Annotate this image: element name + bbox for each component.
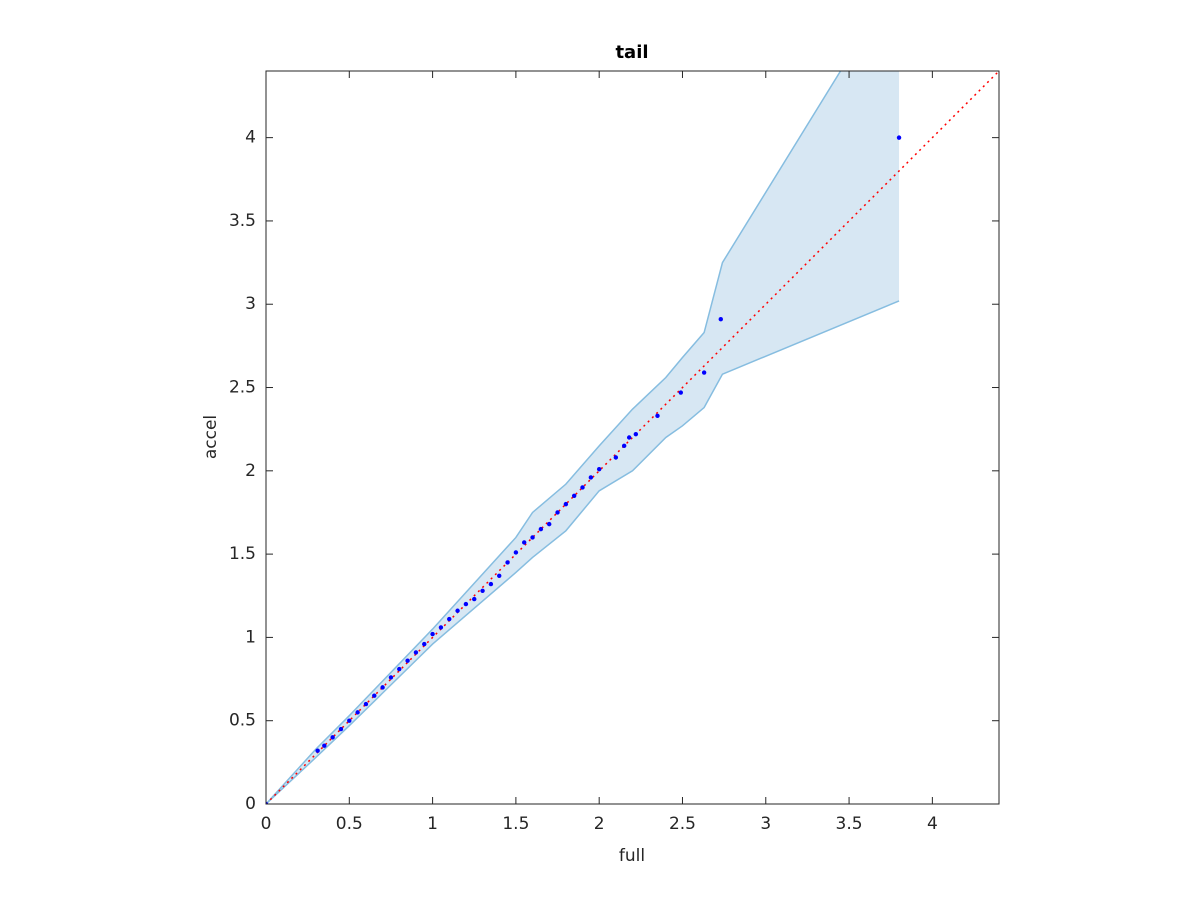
x-tick-label: 3: [760, 814, 771, 834]
data-point: [266, 801, 269, 804]
y-tick-label: 1: [245, 627, 256, 647]
data-point: [678, 390, 684, 395]
data-point: [372, 693, 377, 698]
data-point: [633, 431, 639, 437]
data-point: [538, 526, 544, 532]
data-point: [596, 466, 602, 472]
data-point: [338, 726, 344, 732]
x-tick-label: 2.5: [669, 814, 696, 834]
data-point: [563, 501, 569, 507]
data-point: [718, 317, 723, 322]
data-point: [701, 370, 707, 375]
data-point: [571, 493, 577, 499]
y-tick-label: 3: [245, 294, 256, 314]
data-point: [626, 435, 632, 440]
data-point: [430, 631, 435, 637]
y-tick-label: 0: [245, 794, 256, 814]
x-tick-label: 1.5: [502, 814, 529, 834]
data-point: [472, 596, 477, 602]
data-point: [488, 581, 494, 587]
data-point: [588, 475, 594, 480]
data-point: [513, 550, 519, 555]
data-point: [505, 560, 510, 565]
data-point: [347, 718, 352, 723]
data-point: [380, 685, 385, 690]
x-tick-label: 2: [594, 814, 605, 834]
x-tick-label: 4: [927, 814, 938, 834]
y-axis-label: accel: [201, 415, 221, 459]
data-point: [322, 743, 327, 748]
data-point: [455, 608, 460, 613]
data-point: [522, 540, 527, 545]
x-tick-label: 0: [261, 814, 272, 834]
band-lower-edge: [266, 300, 900, 804]
y-tick-label: 3.5: [229, 211, 256, 231]
y-tick-label: 0.5: [229, 711, 256, 731]
data-point: [480, 588, 485, 593]
band-upper-edge: [266, 71, 842, 804]
x-tick-label: 0.5: [336, 814, 363, 834]
data-point: [447, 616, 452, 622]
data-point: [355, 710, 360, 715]
data-point: [463, 601, 469, 607]
data-point: [621, 443, 627, 449]
data-point: [315, 748, 320, 753]
x-tick-label: 3.5: [836, 814, 863, 834]
data-point: [438, 625, 444, 630]
data-point: [413, 650, 419, 655]
data-point: [330, 735, 335, 740]
data-point: [547, 521, 552, 527]
data-point: [405, 658, 410, 663]
y-tick-label: 1.5: [229, 544, 256, 564]
data-point: [422, 641, 427, 647]
y-tick-label: 2.5: [229, 378, 256, 398]
y-tick-label: 2: [245, 461, 256, 481]
data-point: [530, 535, 535, 540]
data-point: [397, 666, 402, 672]
x-tick-label: 1: [427, 814, 438, 834]
data-point: [363, 701, 369, 707]
data-point: [613, 455, 619, 460]
data-point: [580, 485, 585, 490]
axes-box: [265, 70, 1000, 805]
data-point: [497, 573, 502, 578]
data-point: [655, 413, 660, 419]
plot-area: [266, 71, 999, 804]
data-point: [555, 510, 560, 515]
data-point: [896, 135, 902, 140]
data-point: [388, 675, 394, 680]
x-axis-label: full: [619, 846, 645, 866]
confidence-band: [266, 71, 900, 804]
chart-title: tail: [615, 42, 648, 63]
y-tick-label: 4: [245, 128, 256, 148]
